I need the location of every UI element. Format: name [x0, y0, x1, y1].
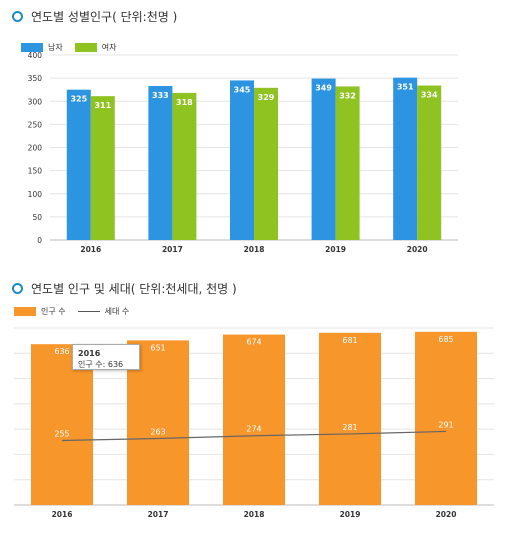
x-tick-label: 2016	[52, 510, 73, 519]
bar-value-label: 674	[246, 338, 261, 347]
bar-population	[319, 332, 381, 505]
line-value-label: 263	[150, 427, 165, 436]
bar-population	[31, 344, 93, 505]
bullet-circle-icon	[12, 283, 23, 294]
bar-value-label: 349	[315, 84, 332, 93]
legend-label-households: 세대 수	[104, 307, 130, 316]
y-tick-label: 150	[28, 167, 43, 176]
bar-female	[172, 92, 197, 240]
bar-female	[254, 87, 278, 241]
chart2-title-text: 연도별 인구 및 세대( 단위:천세대, 천명 )	[31, 282, 237, 296]
legend-item-male[interactable]: 남자	[21, 42, 63, 53]
bar-value-label: 332	[339, 91, 356, 100]
bar-value-label: 345	[234, 85, 251, 94]
tooltip-year: 2016	[78, 349, 101, 358]
legend-label-male: 남자	[48, 43, 63, 52]
bullet-circle-icon	[12, 11, 23, 22]
x-tick-label: 2019	[325, 245, 346, 254]
chart2-title: 연도별 인구 및 세대( 단위:천세대, 천명 )	[12, 280, 237, 297]
y-tick-label: 300	[28, 97, 43, 106]
bar-male	[66, 89, 91, 240]
bar-population	[415, 331, 477, 505]
y-tick-label: 50	[32, 213, 42, 222]
bar-male	[393, 77, 418, 240]
chart1-title-text: 연도별 성별인구( 단위:천명 )	[31, 10, 178, 24]
chart1-legend: 남자 여자	[21, 42, 128, 53]
legend-swatch-female	[74, 43, 97, 52]
chart1-title: 연도별 성별인구( 단위:천명 )	[12, 8, 177, 25]
bar-male	[311, 78, 336, 241]
bar-male	[148, 85, 173, 240]
chart-tooltip: 2016 인구 수: 636	[72, 344, 140, 370]
bar-value-label: 325	[70, 95, 87, 104]
bar-value-label: 311	[94, 101, 111, 110]
bar-female	[417, 85, 442, 241]
y-tick-label: 100	[28, 190, 43, 199]
legend-label-female: 여자	[101, 43, 117, 52]
chart2-legend: 인구 수 세대 수	[14, 306, 141, 317]
line-value-label: 274	[246, 425, 261, 434]
x-tick-label: 2018	[244, 245, 265, 254]
bar-value-label: 636	[54, 347, 69, 356]
y-tick-label: 250	[28, 120, 43, 129]
line-value-label: 255	[54, 430, 69, 439]
legend-item-population[interactable]: 인구 수	[14, 306, 66, 317]
bar-value-label: 318	[176, 98, 193, 107]
line-value-label: 291	[438, 420, 453, 429]
x-tick-label: 2020	[436, 510, 457, 519]
households-line	[61, 430, 447, 442]
bar-female	[90, 96, 115, 240]
line-value-label: 281	[342, 423, 357, 432]
gender-population-chart: 0 50 100 150 200 250 300 350 400 325 311 2016 333 318…	[28, 51, 458, 254]
x-tick-label: 2016	[80, 245, 101, 254]
y-tick-label: 400	[28, 51, 43, 60]
x-tick-label: 2018	[244, 510, 265, 519]
x-tick-label: 2017	[162, 245, 183, 254]
bar-male	[230, 80, 254, 240]
bar-value-label: 351	[397, 83, 414, 92]
legend-item-households[interactable]: 세대 수	[77, 306, 130, 317]
y-tick-label: 350	[28, 74, 43, 83]
y-tick-label: 200	[28, 144, 43, 153]
bar-value-label: 334	[421, 91, 438, 100]
legend-label-population: 인구 수	[41, 307, 66, 316]
y-tick-label: 0	[37, 236, 42, 245]
bar-value-label: 333	[152, 91, 169, 100]
x-tick-label: 2017	[148, 510, 169, 519]
legend-swatch-male	[21, 43, 43, 52]
legend-item-female[interactable]: 여자	[74, 42, 117, 53]
bar-population	[223, 334, 285, 505]
x-tick-label: 2019	[340, 510, 361, 519]
bar-value-label: 681	[342, 336, 357, 345]
legend-swatch-population	[14, 307, 36, 316]
bar-value-label: 329	[258, 93, 275, 102]
bar-value-label: 651	[150, 343, 165, 352]
tooltip-label: 인구 수: 636	[78, 360, 124, 369]
bar-female	[335, 86, 360, 240]
legend-swatch-households	[77, 311, 100, 312]
x-tick-label: 2020	[407, 245, 428, 254]
bar-value-label: 685	[438, 335, 453, 344]
